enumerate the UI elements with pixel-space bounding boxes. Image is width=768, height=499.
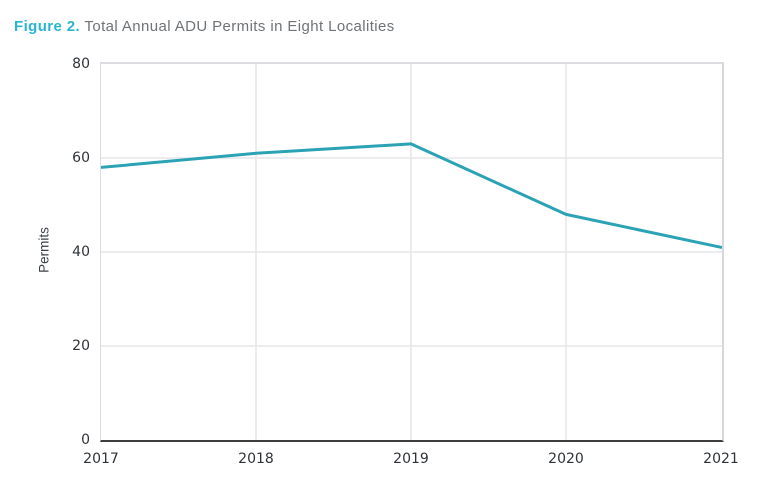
permits-line-chart-svg bbox=[101, 64, 722, 440]
x-tick-label: 2019 bbox=[393, 451, 429, 467]
x-tick-label: 2020 bbox=[548, 451, 584, 467]
y-axis-title: Permits bbox=[36, 227, 52, 273]
plot-area bbox=[100, 62, 724, 442]
permits-line-series bbox=[101, 142, 722, 249]
y-tick-label: 60 bbox=[72, 150, 90, 166]
y-tick-label: 80 bbox=[72, 56, 90, 72]
figure-title: Figure 2. Total Annual ADU Permits in Ei… bbox=[14, 18, 395, 35]
y-tick-label: 20 bbox=[72, 338, 90, 354]
x-tick-label: 2018 bbox=[238, 451, 274, 467]
y-tick-label: 0 bbox=[81, 432, 90, 448]
figure-number-label: Figure 2. bbox=[14, 18, 81, 35]
figure-caption-text: Total Annual ADU Permits in Eight Locali… bbox=[80, 18, 395, 35]
x-tick-label: 2021 bbox=[703, 451, 739, 467]
x-tick-label: 2017 bbox=[83, 451, 119, 467]
y-tick-label: 40 bbox=[72, 244, 90, 260]
